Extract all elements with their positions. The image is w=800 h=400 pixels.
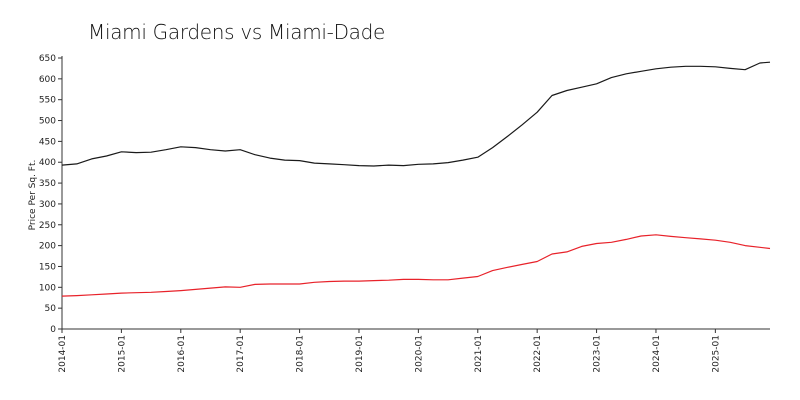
y-tick-label: 150 (39, 262, 56, 272)
x-tick-label: 2015-01 (117, 335, 127, 373)
x-tick-label: 2024-01 (652, 335, 662, 373)
y-tick-label: 0 (50, 325, 56, 335)
y-tick-label: 600 (39, 75, 56, 85)
y-tick-label: 400 (39, 158, 56, 168)
x-tick-label: 2022-01 (533, 335, 543, 373)
x-tick-label: 2021-01 (474, 335, 484, 373)
series-line-miami-gardens (61, 234, 771, 297)
x-tick-label: 2020-01 (414, 335, 424, 373)
chart-axes (61, 56, 770, 330)
y-tick-label: 500 (39, 117, 56, 127)
series-line-miami-dade (61, 61, 771, 167)
y-axis-ticks: 0 50 100 150 200 250 300 350 400 450 500 550 600 650 (39, 54, 62, 335)
y-tick-label: 650 (39, 54, 56, 64)
x-tick-label: 2025-01 (711, 335, 721, 373)
y-tick-label: 300 (39, 200, 56, 210)
chart-series (61, 61, 771, 297)
x-tick-label: 2019-01 (355, 335, 365, 373)
y-tick-label: 50 (45, 304, 57, 314)
y-tick-label: 100 (39, 283, 56, 293)
x-tick-label: 2018-01 (296, 335, 306, 373)
y-axis-label: Price Per Sq. Ft. (28, 160, 38, 231)
x-tick-label: 2014-01 (58, 335, 68, 373)
y-tick-label: 550 (39, 96, 56, 106)
x-tick-label: 2023-01 (593, 335, 603, 373)
y-tick-label: 450 (39, 137, 56, 147)
y-tick-label: 250 (39, 221, 56, 231)
chart-title: Miami Gardens vs Miami-Dade (88, 20, 386, 44)
y-tick-label: 350 (39, 179, 56, 189)
x-tick-label: 2016-01 (177, 335, 187, 373)
y-tick-label: 200 (39, 242, 56, 252)
x-tick-label: 2017-01 (236, 335, 246, 373)
x-axis-ticks: 2014-01 2015-01 2016-01 2017-01 2018-01 2019-… (58, 329, 721, 373)
